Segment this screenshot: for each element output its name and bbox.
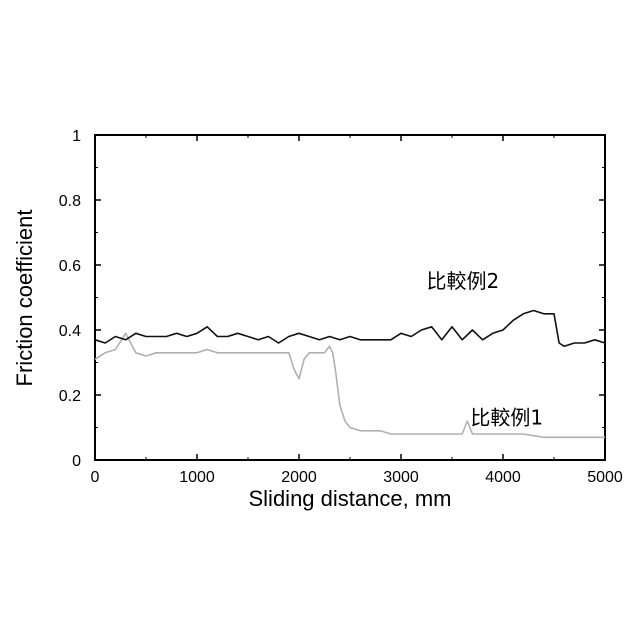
y-tick-label: 0.6 — [59, 258, 81, 275]
annotation-layer: 比較例2 比較例1 — [427, 269, 544, 430]
x-tick-label: 2000 — [281, 469, 317, 486]
y-tick-label: 1 — [72, 128, 81, 145]
x-tick-label: 5000 — [587, 469, 623, 486]
y-axis-label: Friction coefficient — [12, 210, 37, 387]
series-line-2 — [95, 311, 605, 347]
x-tick-label: 4000 — [485, 469, 521, 486]
x-tick-label: 1000 — [179, 469, 215, 486]
y-tick-label: 0.8 — [59, 193, 81, 210]
series-annotation: 比較例1 — [470, 405, 543, 429]
x-axis-label: Sliding distance, mm — [249, 486, 452, 511]
series-annotation: 比較例2 — [427, 269, 500, 293]
y-tick-label: 0.4 — [59, 323, 81, 340]
y-tick-label: 0 — [72, 453, 81, 470]
y-tick-label: 0.2 — [59, 388, 81, 405]
x-tick-label: 3000 — [383, 469, 419, 486]
x-axis: 0 1000 2000 3000 4000 5000 — [91, 135, 623, 486]
x-tick-label: 0 — [91, 469, 100, 486]
